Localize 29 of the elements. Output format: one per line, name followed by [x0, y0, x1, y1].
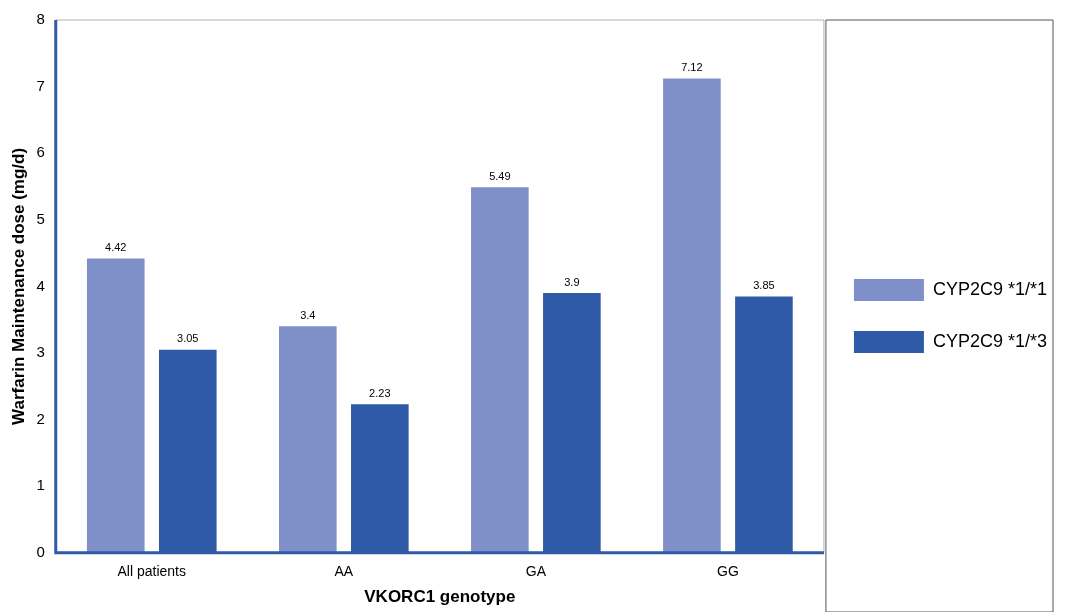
x-tick-label: GA: [525, 563, 547, 580]
y-axis-title: Warfarin Maintenance dose (mg/d): [8, 147, 28, 425]
data-label: 3.9: [564, 275, 580, 288]
x-tick-label: All patients: [117, 563, 187, 580]
y-tick-label: 5: [36, 209, 45, 227]
legend-label: CYP2C9 *1/*1: [932, 278, 1048, 299]
x-tick-label: GG: [717, 563, 739, 580]
y-tick-label: 4: [36, 276, 45, 294]
x-tick-label: AA: [334, 563, 354, 580]
data-label: 5.49: [489, 169, 511, 182]
y-tick-label: 3: [36, 343, 45, 361]
data-label: 3.05: [177, 332, 199, 345]
legend-label: CYP2C9 *1/*3: [932, 330, 1048, 351]
data-label: 7.12: [681, 61, 703, 74]
bar: [279, 326, 337, 553]
data-label: 4.42: [105, 240, 127, 253]
bar: [663, 78, 721, 553]
data-label: 2.23: [369, 386, 391, 399]
y-tick-label: 0: [36, 542, 45, 560]
data-label: 3.4: [300, 308, 316, 321]
y-tick-label: 6: [36, 143, 45, 161]
bar: [471, 187, 529, 553]
x-axis-title: VKORC1 genotype: [364, 587, 516, 607]
data-label: 3.85: [753, 278, 775, 291]
y-tick-label: 8: [36, 10, 45, 28]
y-tick-label: 2: [36, 409, 45, 427]
y-tick-label: 7: [36, 76, 45, 94]
y-tick-label: 1: [36, 476, 45, 494]
bar: [86, 258, 145, 553]
